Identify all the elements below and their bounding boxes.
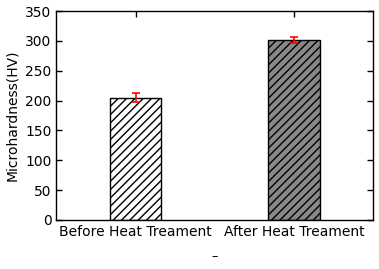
Bar	[110, 98, 161, 220]
Y-axis label: Microhardness(HV): Microhardness(HV)	[6, 50, 20, 181]
Text: –: –	[212, 250, 218, 263]
Bar	[268, 40, 320, 220]
